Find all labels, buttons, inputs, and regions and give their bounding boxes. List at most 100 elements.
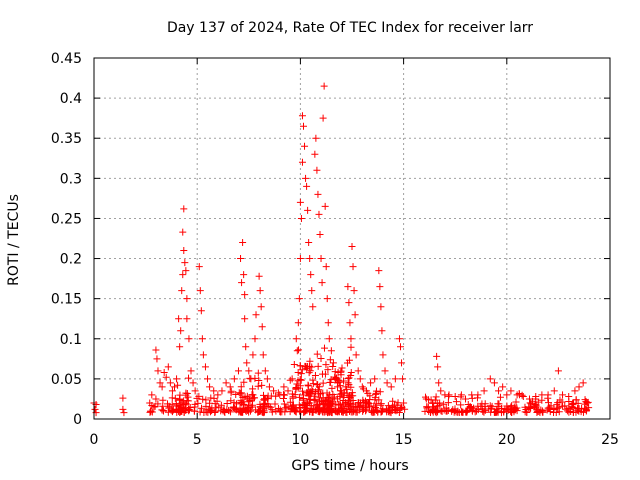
data-point xyxy=(522,405,530,413)
data-point xyxy=(375,267,383,275)
data-point xyxy=(154,400,162,408)
data-point xyxy=(462,395,470,403)
data-point xyxy=(260,396,268,404)
data-point xyxy=(563,407,571,415)
data-point xyxy=(299,122,307,130)
data-point xyxy=(429,408,437,416)
y-tick-label: 0.2 xyxy=(60,252,82,268)
data-point xyxy=(249,351,257,359)
data-point xyxy=(325,335,333,343)
data-point xyxy=(286,376,294,384)
data-point xyxy=(352,351,360,359)
y-tick-label: 0.4 xyxy=(60,91,82,107)
data-point xyxy=(297,370,305,378)
data-point xyxy=(322,361,330,369)
data-point xyxy=(338,387,346,395)
data-point xyxy=(474,391,482,399)
data-point xyxy=(244,404,252,412)
data-point xyxy=(338,364,346,372)
data-point xyxy=(486,375,494,383)
data-point xyxy=(329,359,337,367)
data-point xyxy=(268,408,276,416)
data-point xyxy=(182,267,190,275)
data-point xyxy=(315,397,323,405)
data-point xyxy=(296,382,304,390)
data-point xyxy=(340,377,348,385)
data-point xyxy=(198,335,206,343)
data-point xyxy=(319,114,327,122)
data-point xyxy=(333,374,341,382)
data-point xyxy=(356,399,364,407)
data-point xyxy=(463,406,471,414)
data-point xyxy=(582,407,590,415)
data-point xyxy=(362,387,370,395)
data-point xyxy=(345,299,353,307)
data-point xyxy=(442,404,450,412)
grid-lines xyxy=(94,58,610,419)
data-point xyxy=(490,379,498,387)
data-point xyxy=(336,405,344,413)
data-point xyxy=(424,403,432,411)
data-point xyxy=(280,383,288,391)
data-point xyxy=(176,395,184,403)
data-point xyxy=(544,399,552,407)
data-point xyxy=(318,279,326,287)
data-point xyxy=(379,405,387,413)
data-point xyxy=(350,287,358,295)
data-point xyxy=(422,395,430,403)
data-point xyxy=(308,287,316,295)
data-point xyxy=(324,406,332,414)
data-point xyxy=(147,407,155,415)
data-point xyxy=(354,367,362,375)
data-point xyxy=(180,247,188,255)
data-point xyxy=(249,391,257,399)
data-point xyxy=(195,263,203,271)
data-point xyxy=(187,367,195,375)
data-point xyxy=(255,272,263,280)
data-point xyxy=(299,387,307,395)
data-point xyxy=(159,407,167,415)
data-point xyxy=(561,402,569,410)
data-point xyxy=(511,406,519,414)
data-points xyxy=(90,82,593,417)
data-point xyxy=(579,379,587,387)
data-point xyxy=(288,375,296,383)
data-point xyxy=(300,401,308,409)
data-point xyxy=(436,399,444,407)
data-point xyxy=(226,383,234,391)
data-point xyxy=(307,405,315,413)
data-point xyxy=(294,368,302,376)
data-point xyxy=(582,398,590,406)
data-point xyxy=(444,399,452,407)
data-point xyxy=(379,351,387,359)
data-point xyxy=(334,383,342,391)
data-point xyxy=(185,335,193,343)
data-point xyxy=(298,158,306,166)
data-point xyxy=(119,405,127,413)
data-point xyxy=(301,142,309,150)
data-point xyxy=(185,407,193,415)
data-point xyxy=(496,393,504,401)
data-point xyxy=(232,406,240,414)
data-point xyxy=(191,400,199,408)
data-point xyxy=(160,368,168,376)
data-point xyxy=(321,370,329,378)
data-point xyxy=(428,399,436,407)
data-point xyxy=(304,206,312,214)
data-point xyxy=(565,393,573,401)
data-point xyxy=(185,374,193,382)
data-point xyxy=(168,387,176,395)
data-point xyxy=(308,386,316,394)
data-point xyxy=(309,303,317,311)
data-point xyxy=(491,408,499,416)
data-point xyxy=(559,391,567,399)
data-point xyxy=(245,367,253,375)
data-point xyxy=(538,408,546,416)
data-point xyxy=(356,402,364,410)
data-point xyxy=(234,367,242,375)
data-point xyxy=(146,399,154,407)
data-point xyxy=(544,391,552,399)
data-point xyxy=(230,399,238,407)
data-point xyxy=(222,379,230,387)
data-point xyxy=(351,311,359,319)
